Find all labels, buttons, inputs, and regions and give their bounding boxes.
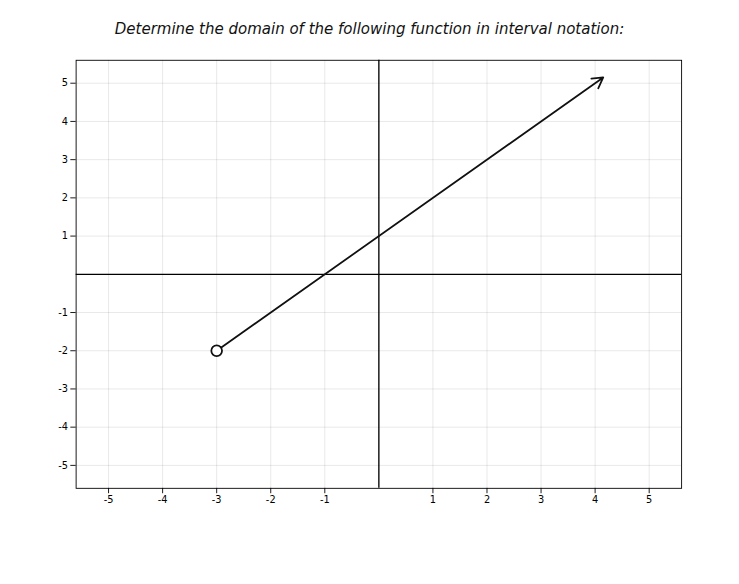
svg-text:5: 5 [646,494,652,505]
svg-text:3: 3 [62,154,68,165]
html-text:Determine the domain of the fo: Determine the domain of the following fu… [114,20,625,38]
svg-text:-3: -3 [212,494,222,505]
svg-text:1: 1 [62,230,68,241]
svg-text:4: 4 [592,494,598,505]
svg-text:-3: -3 [58,383,68,394]
svg-text:-4: -4 [58,421,68,432]
svg-text:-1: -1 [320,494,330,505]
svg-text:-2: -2 [58,345,68,356]
svg-text:5: 5 [62,77,68,88]
svg-text:-2: -2 [266,494,276,505]
svg-text:1: 1 [430,494,436,505]
svg-text:2: 2 [484,494,490,505]
svg-text:-5: -5 [104,494,114,505]
svg-text:3: 3 [538,494,544,505]
svg-text:-1: -1 [58,307,68,318]
svg-text:-4: -4 [158,494,168,505]
svg-text:4: 4 [62,116,68,127]
svg-text:2: 2 [62,192,68,203]
svg-text:-5: -5 [58,460,68,471]
